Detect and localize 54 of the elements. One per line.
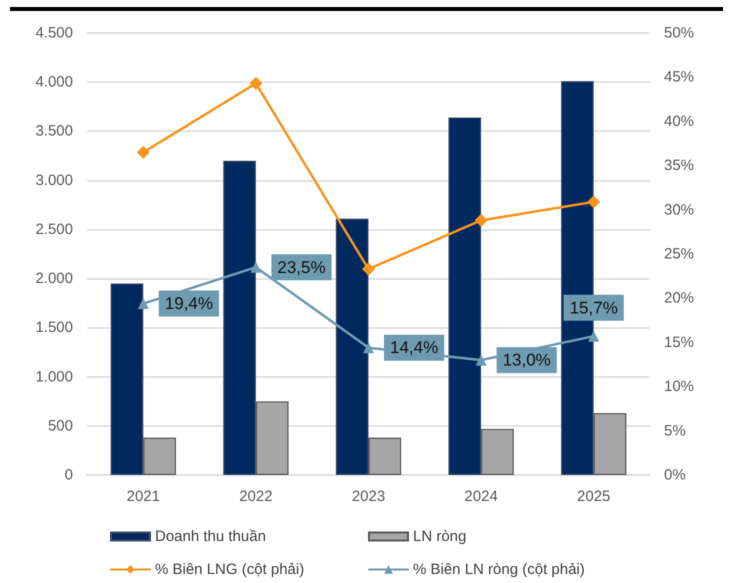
point [249,76,262,90]
point [476,354,487,366]
data-label: 15,7% [570,298,618,318]
y-tick-label: 500 [48,417,73,434]
y2-tick-label: 10% [664,378,694,396]
legend-label: LN ròng [413,528,466,545]
point [136,146,150,159]
bar [368,438,402,475]
y-tick-label: 1.500 [35,319,73,336]
x-tick-label: 2021 [126,488,160,505]
y2-tick-label: 40% [664,112,694,130]
y-tick-label: 4.500 [35,24,73,42]
y2-tick-label: 20% [664,290,694,307]
data-label: 14,4% [390,338,438,358]
point [362,262,375,276]
y-tick-label: 3.000 [35,172,73,189]
point [363,342,374,354]
y2-tick-label: 5% [664,422,686,440]
bar [110,283,144,475]
x-tick-label: 2023 [352,488,386,505]
bar [448,117,482,475]
bar [594,413,626,475]
bar [143,438,176,475]
bar [256,401,289,475]
y-tick-label: 2.500 [35,220,73,238]
y-tick-label: 1.000 [35,368,73,386]
y2-tick-label: 15% [664,334,694,351]
y2-tick-label: 30% [664,201,694,218]
legend-label: Doanh thu thuần [155,528,266,545]
x-tick-label: 2024 [464,488,498,505]
point [138,298,149,310]
data-label: 13,0% [502,350,551,370]
y2-tick-label: 25% [664,246,694,262]
y2-tick-label: 35% [664,157,694,174]
bar [223,160,256,475]
y2-tick-label: 0% [664,466,686,484]
y2-tick-label: 50% [664,24,694,42]
legend-label: % Biên LN ròng (cột phải) [413,561,585,578]
y2-tick-label: 45% [664,68,694,86]
point [250,262,262,273]
x-tick-label: 2022 [239,488,273,505]
point [474,214,488,227]
bar [481,428,514,475]
y-tick-label: 0 [64,466,73,484]
data-label: 19,4% [164,294,214,314]
x-tick-label: 2025 [577,488,610,505]
point [588,330,600,342]
data-label: 23,5% [277,258,326,277]
point [587,195,600,208]
bar [336,218,368,475]
y-tick-label: 3.500 [35,122,73,140]
y-tick-label: 4.000 [35,74,73,91]
y-tick-label: 2.000 [35,270,73,288]
legend-label: % Biên LNG (cột phải) [155,561,304,578]
